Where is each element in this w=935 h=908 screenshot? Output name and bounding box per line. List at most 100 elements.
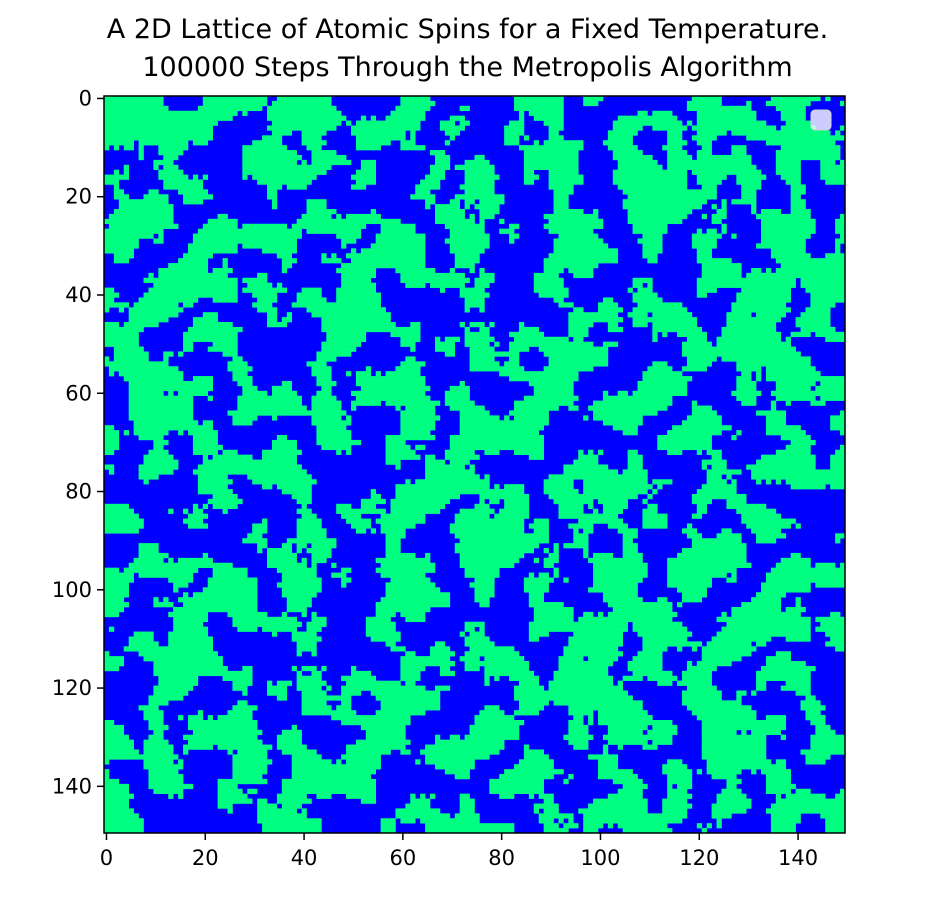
spin-up-cell-run	[785, 444, 811, 451]
spin-up-cell-run	[385, 543, 401, 549]
spin-up-cell-run	[701, 651, 752, 657]
spin-up-cell-run	[178, 189, 209, 195]
spin-up-cell-run	[825, 96, 831, 102]
spin-up-cell-run	[617, 788, 643, 794]
spin-up-cell-run	[484, 705, 500, 711]
spin-up-cell-run	[138, 154, 144, 161]
spin-up-cell-run	[662, 808, 688, 814]
spin-up-cell-run	[459, 508, 495, 514]
spin-up-cell-run	[232, 754, 268, 760]
spin-up-cell-run	[775, 385, 811, 392]
spin-up-cell-run	[588, 449, 594, 455]
spin-up-cell-run	[746, 464, 816, 470]
spin-up-cell-run	[202, 420, 213, 426]
spin-up-cell-run	[444, 400, 475, 406]
spin-up-cell-run	[192, 238, 297, 244]
spin-up-cell-run	[331, 715, 411, 721]
spin-up-cell-run	[133, 430, 169, 436]
spin-up-cell-run	[217, 783, 238, 790]
spin-up-cell-run	[761, 238, 806, 244]
spin-up-cell-run	[400, 145, 426, 151]
spin-up-cell-run	[780, 734, 787, 740]
spin-up-cell-run	[405, 651, 416, 657]
spin-up-cell-run	[800, 282, 846, 288]
spin-up-cell-run	[533, 115, 564, 121]
spin-up-cell-run	[756, 371, 762, 377]
plot-frame	[103, 95, 846, 834]
spin-up-cell-run	[691, 243, 717, 249]
spin-up-cell-run	[474, 715, 515, 721]
spin-up-cell-run	[306, 199, 327, 205]
spin-up-cell-run	[197, 710, 204, 716]
spin-up-cell-run	[578, 518, 623, 524]
spin-up-cell-run	[627, 194, 717, 200]
spin-up-cell-run	[583, 548, 589, 554]
spin-up-cell-run	[830, 425, 846, 431]
spin-up-cell-run	[217, 715, 253, 721]
spin-up-cell-run	[444, 130, 460, 136]
spin-up-cell-run	[528, 110, 564, 116]
spin-up-cell-run	[775, 395, 816, 401]
spin-up-cell-run	[731, 390, 762, 397]
spin-up-cell-run	[415, 479, 490, 485]
spin-up-cell-run	[553, 204, 569, 210]
spin-up-cell-run	[558, 513, 619, 519]
spin-up-cell-run	[825, 828, 846, 834]
spin-up-cell-run	[504, 503, 530, 510]
spin-up-cell-run	[830, 484, 846, 490]
spin-up-cell-run	[617, 680, 623, 686]
spin-up-cell-run	[504, 415, 510, 421]
spin-up-cell-run	[691, 498, 712, 505]
spin-up-cell-run	[652, 326, 703, 333]
spin-up-cell-run	[756, 459, 816, 465]
spin-up-cell-run	[662, 764, 688, 770]
spin-up-cell-run	[840, 430, 846, 436]
spin-up-cell-run	[677, 680, 712, 686]
spin-up-cell-run	[311, 670, 322, 677]
spin-up-cell-run	[252, 479, 317, 485]
spin-up-cell-run	[835, 538, 841, 544]
spin-up-cell-run	[321, 385, 332, 392]
spin-up-cell-run	[726, 322, 777, 328]
spin-up-cell-run	[667, 135, 683, 141]
spin-up-cell-run	[765, 577, 846, 583]
spin-up-cell-run	[192, 469, 307, 475]
spin-up-cell-run	[543, 823, 559, 829]
spin-up-cell-run	[691, 646, 698, 652]
spin-up-cell-run	[701, 729, 737, 736]
spin-up-cell-run	[148, 783, 194, 790]
spin-up-cell-run	[533, 557, 540, 564]
spin-up-cell-run	[281, 258, 297, 264]
spin-up-cell-run	[104, 336, 139, 342]
spin-up-cell-run	[681, 592, 707, 598]
spin-up-cell-run	[514, 96, 564, 102]
spin-up-cell-run	[499, 218, 505, 225]
spin-up-cell-run	[686, 361, 712, 367]
spin-up-cell-run	[696, 277, 796, 283]
spin-up-cell-run	[153, 665, 228, 672]
spin-up-cell-run	[143, 749, 174, 755]
spin-lattice	[104, 96, 846, 834]
spin-up-cell-run	[563, 646, 619, 652]
spin-up-cell-run	[711, 464, 727, 470]
spin-up-cell-run	[721, 204, 727, 210]
spin-up-cell-run	[395, 464, 401, 470]
spin-up-cell-run	[558, 302, 574, 308]
spin-up-cell-run	[341, 685, 426, 691]
spin-up-cell-run	[686, 120, 693, 126]
spin-up-cell-run	[701, 739, 767, 745]
spin-up-cell-run	[311, 395, 337, 401]
spin-up-cell-run	[108, 213, 174, 220]
spin-up-cell-run	[805, 307, 831, 313]
spin-up-cell-run	[568, 636, 623, 642]
spin-up-cell-run	[104, 430, 120, 436]
spin-up-cell-run	[711, 636, 772, 642]
spin-up-cell-run	[770, 390, 846, 397]
spin-up-cell-run	[686, 105, 752, 112]
spin-up-cell-run	[573, 715, 584, 721]
spin-up-cell-run	[568, 641, 623, 647]
spin-up-cell-run	[123, 376, 184, 382]
spin-up-cell-run	[523, 577, 554, 583]
spin-up-cell-run	[296, 508, 312, 514]
spin-up-cell-run	[351, 174, 376, 180]
